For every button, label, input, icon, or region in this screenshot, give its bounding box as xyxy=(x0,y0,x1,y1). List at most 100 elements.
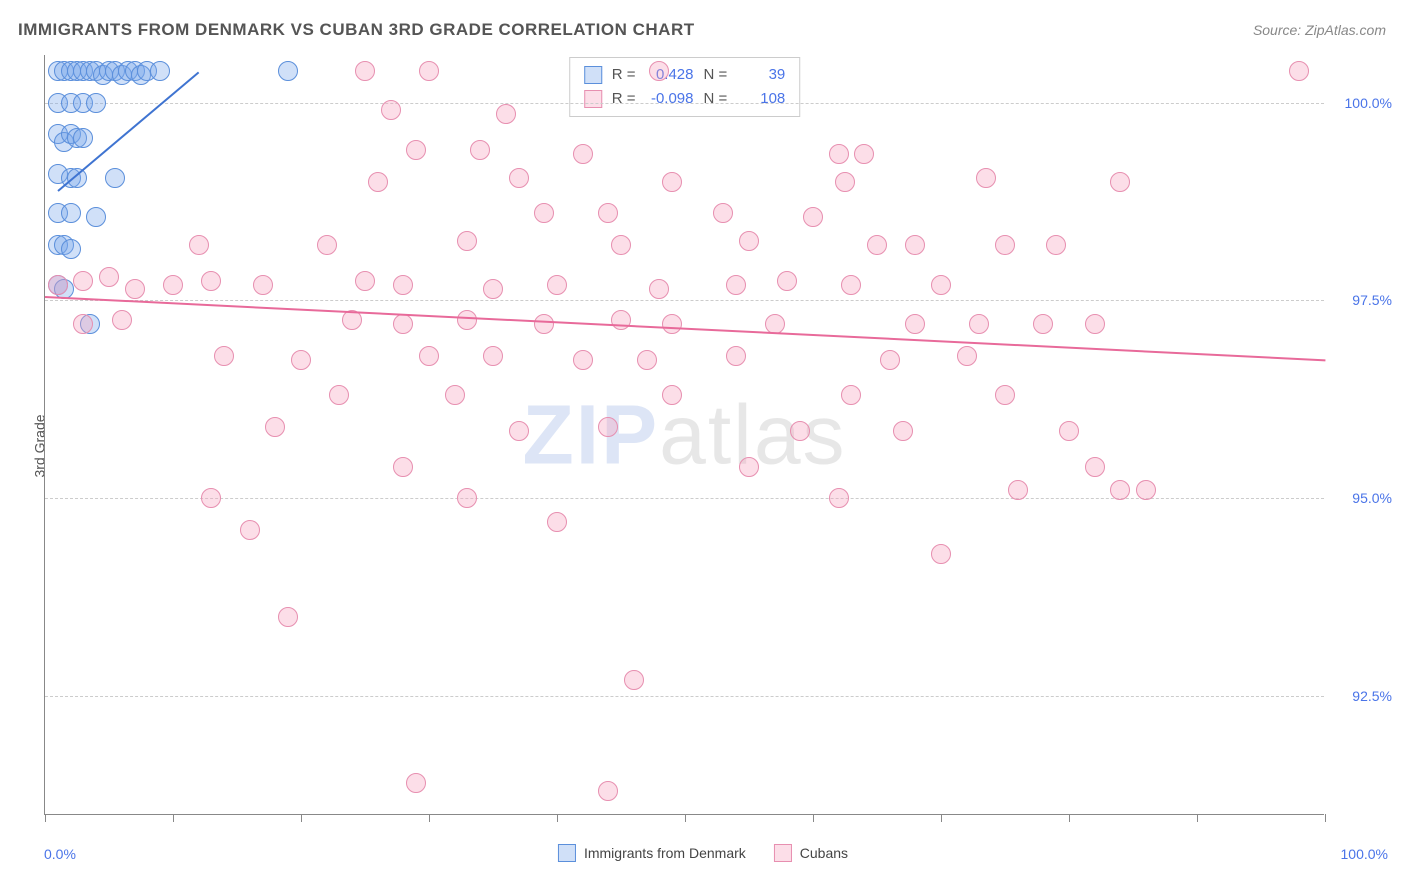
data-point-cuban xyxy=(1033,314,1053,334)
data-point-cuban xyxy=(265,417,285,437)
trend-line-cuban xyxy=(45,296,1325,361)
data-point-cuban xyxy=(1136,480,1156,500)
gridline xyxy=(45,103,1324,104)
data-point-cuban xyxy=(406,773,426,793)
legend-swatch-denmark xyxy=(558,844,576,862)
data-point-cuban xyxy=(662,385,682,405)
legend-label-denmark: Immigrants from Denmark xyxy=(584,845,746,861)
data-point-cuban xyxy=(841,385,861,405)
n-label: N = xyxy=(704,63,728,87)
legend-stat-row-cuban: R =-0.098N =108 xyxy=(584,87,786,111)
data-point-cuban xyxy=(726,275,746,295)
data-point-cuban xyxy=(48,275,68,295)
legend-correlation-box: R =0.428N =39R =-0.098N =108 xyxy=(569,57,801,117)
data-point-cuban xyxy=(317,235,337,255)
data-point-cuban xyxy=(534,203,554,223)
data-point-cuban xyxy=(406,140,426,160)
data-point-cuban xyxy=(726,346,746,366)
x-tick xyxy=(429,814,430,822)
data-point-cuban xyxy=(393,314,413,334)
data-point-cuban xyxy=(99,267,119,287)
legend-series: Immigrants from Denmark Cubans xyxy=(558,844,848,862)
data-point-cuban xyxy=(611,310,631,330)
x-tick xyxy=(173,814,174,822)
data-point-cuban xyxy=(573,350,593,370)
data-point-cuban xyxy=(1046,235,1066,255)
data-point-cuban xyxy=(368,172,388,192)
data-point-cuban xyxy=(662,314,682,334)
data-point-cuban xyxy=(969,314,989,334)
x-tick xyxy=(1197,814,1198,822)
data-point-cuban xyxy=(470,140,490,160)
data-point-cuban xyxy=(201,488,221,508)
legend-stat-row-denmark: R =0.428N =39 xyxy=(584,63,786,87)
data-point-cuban xyxy=(163,275,183,295)
data-point-cuban xyxy=(995,385,1015,405)
data-point-cuban xyxy=(457,310,477,330)
data-point-cuban xyxy=(893,421,913,441)
data-point-cuban xyxy=(829,488,849,508)
data-point-cuban xyxy=(291,350,311,370)
data-point-denmark xyxy=(73,128,93,148)
data-point-denmark xyxy=(86,93,106,113)
r-label: R = xyxy=(612,63,636,87)
data-point-cuban xyxy=(240,520,260,540)
x-tick xyxy=(1069,814,1070,822)
data-point-cuban xyxy=(995,235,1015,255)
data-point-cuban xyxy=(880,350,900,370)
n-value-cuban: 108 xyxy=(737,87,785,111)
data-point-cuban xyxy=(419,61,439,81)
x-axis-label-min: 0.0% xyxy=(44,846,76,862)
data-point-cuban xyxy=(905,235,925,255)
x-tick xyxy=(301,814,302,822)
data-point-cuban xyxy=(393,457,413,477)
legend-item-denmark: Immigrants from Denmark xyxy=(558,844,746,862)
data-point-cuban xyxy=(1008,480,1028,500)
data-point-cuban xyxy=(457,231,477,251)
source-attribution: Source: ZipAtlas.com xyxy=(1253,22,1386,38)
data-point-cuban xyxy=(496,104,516,124)
data-point-cuban xyxy=(662,172,682,192)
data-point-cuban xyxy=(649,279,669,299)
n-value-denmark: 39 xyxy=(737,63,785,87)
data-point-denmark xyxy=(278,61,298,81)
y-tick-label: 92.5% xyxy=(1352,688,1392,704)
n-label: N = xyxy=(704,87,728,111)
data-point-cuban xyxy=(381,100,401,120)
data-point-cuban xyxy=(189,235,209,255)
data-point-denmark xyxy=(150,61,170,81)
data-point-cuban xyxy=(1085,457,1105,477)
source-prefix: Source: xyxy=(1253,22,1305,38)
data-point-cuban xyxy=(637,350,657,370)
plot-area: ZIPatlas R =0.428N =39R =-0.098N =108 92… xyxy=(44,55,1324,815)
data-point-cuban xyxy=(1110,480,1130,500)
data-point-cuban xyxy=(329,385,349,405)
gridline xyxy=(45,300,1324,301)
x-tick xyxy=(557,814,558,822)
data-point-cuban xyxy=(509,421,529,441)
data-point-cuban xyxy=(355,61,375,81)
data-point-cuban xyxy=(905,314,925,334)
data-point-cuban xyxy=(1110,172,1130,192)
data-point-cuban xyxy=(777,271,797,291)
source-name: ZipAtlas.com xyxy=(1305,22,1386,38)
data-point-cuban xyxy=(976,168,996,188)
data-point-cuban xyxy=(867,235,887,255)
data-point-cuban xyxy=(457,488,477,508)
data-point-cuban xyxy=(598,203,618,223)
data-point-cuban xyxy=(253,275,273,295)
data-point-cuban xyxy=(214,346,234,366)
legend-item-cuban: Cubans xyxy=(774,844,848,862)
legend-label-cuban: Cubans xyxy=(800,845,848,861)
data-point-cuban xyxy=(483,346,503,366)
x-tick xyxy=(685,814,686,822)
y-tick-label: 100.0% xyxy=(1345,95,1392,111)
data-point-cuban xyxy=(445,385,465,405)
data-point-denmark xyxy=(61,203,81,223)
x-tick xyxy=(941,814,942,822)
data-point-cuban xyxy=(931,544,951,564)
x-tick xyxy=(813,814,814,822)
y-tick-label: 95.0% xyxy=(1352,490,1392,506)
data-point-denmark xyxy=(67,168,87,188)
data-point-cuban xyxy=(73,314,93,334)
